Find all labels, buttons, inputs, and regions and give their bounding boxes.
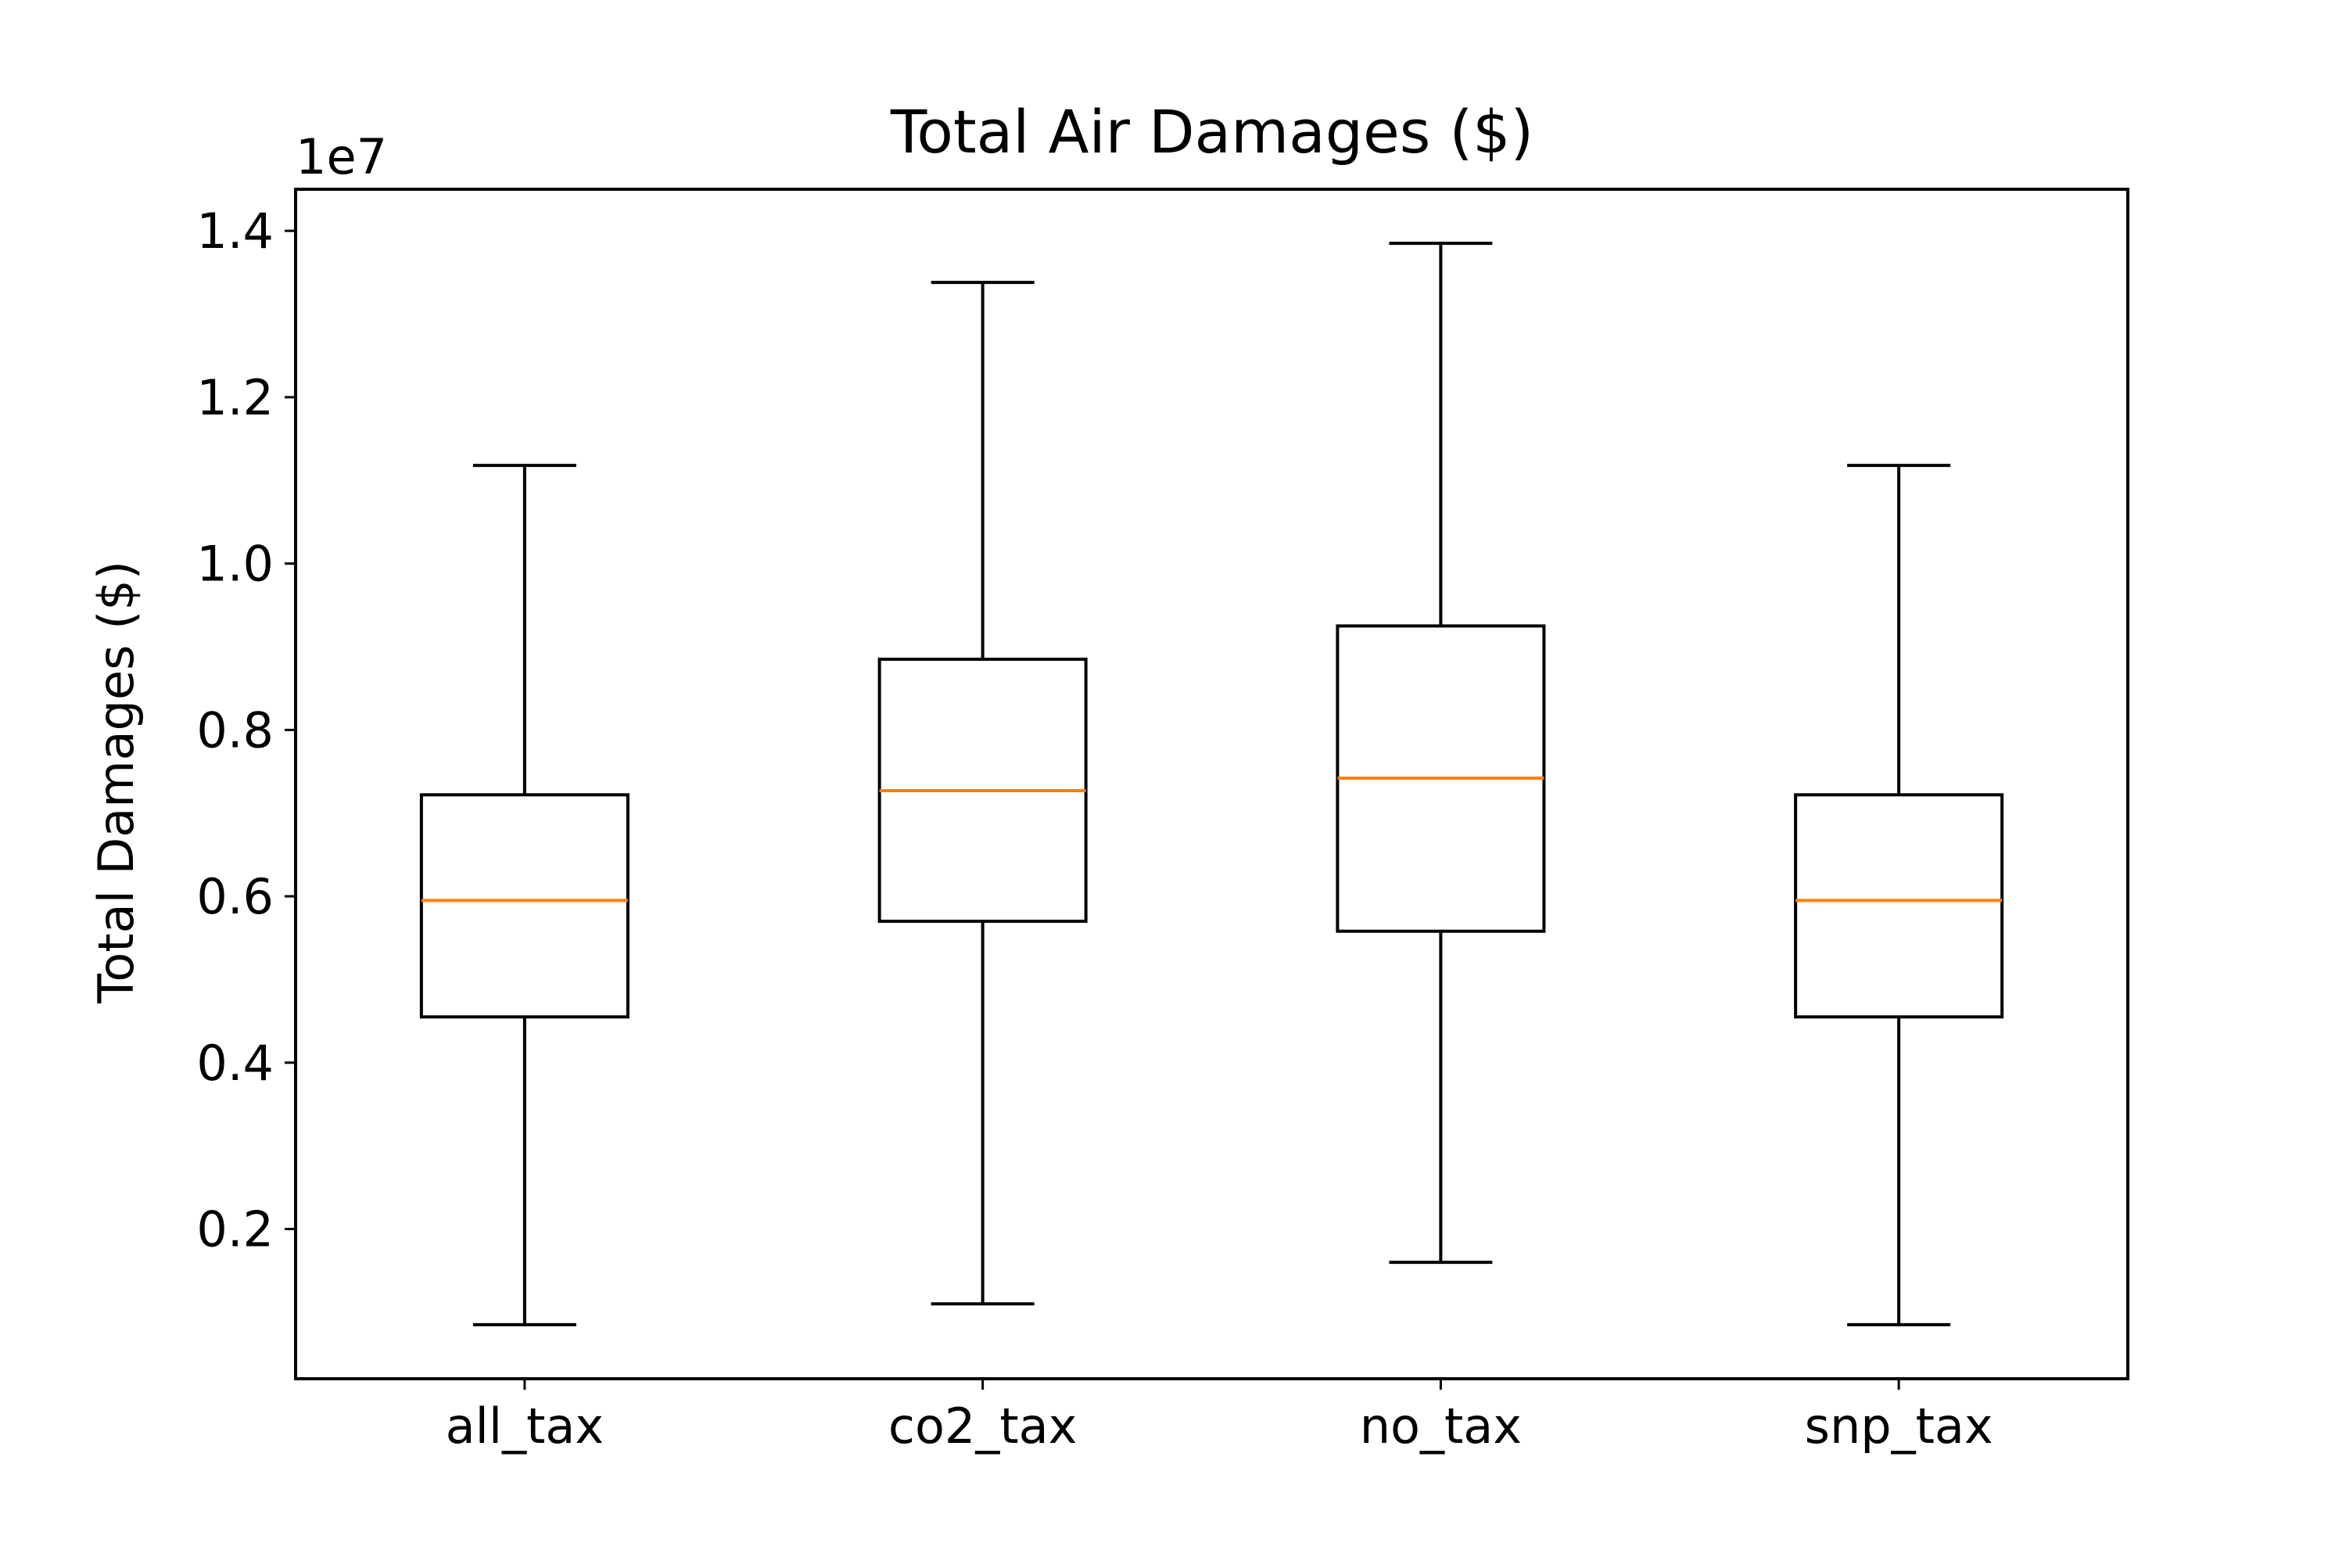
y-axis-offset-text: 1e7: [296, 128, 387, 185]
y-axis-label: Total Damages ($): [88, 561, 145, 1004]
x-tick-label: no_tax: [1360, 1398, 1522, 1455]
y-tick-label: 1.0: [196, 536, 274, 593]
y-tick-label: 0.4: [196, 1035, 274, 1092]
box-group-snp_tax: [1794, 464, 2004, 1326]
boxes-layer: [419, 242, 2004, 1326]
y-tick-label: 1.2: [196, 369, 274, 426]
box-group-all_tax: [419, 464, 630, 1326]
y-tick-label: 0.6: [196, 868, 274, 925]
x-ticks-layer: all_tax co2_tax no_tax snp_tax: [446, 1379, 1993, 1455]
y-tick-label: 1.4: [196, 203, 274, 260]
box-group-co2_tax: [877, 281, 1088, 1306]
y-ticks-layer: 0.2 0.4 0.6 0.8 1.0 1.2 1.4: [196, 203, 296, 1258]
chart-title: Total Air Damages ($): [890, 97, 1534, 167]
box-snp_tax: [1794, 793, 2004, 1019]
y-tick-label: 0.2: [196, 1201, 274, 1258]
y-tick-label: 0.8: [196, 701, 274, 759]
box-group-no_tax: [1336, 242, 1546, 1265]
plot-frame: [294, 188, 2129, 1380]
x-tick-label: snp_tax: [1805, 1398, 1993, 1455]
box-all_tax: [419, 793, 630, 1019]
x-tick-label: co2_tax: [888, 1398, 1077, 1455]
x-tick-label: all_tax: [446, 1398, 604, 1455]
